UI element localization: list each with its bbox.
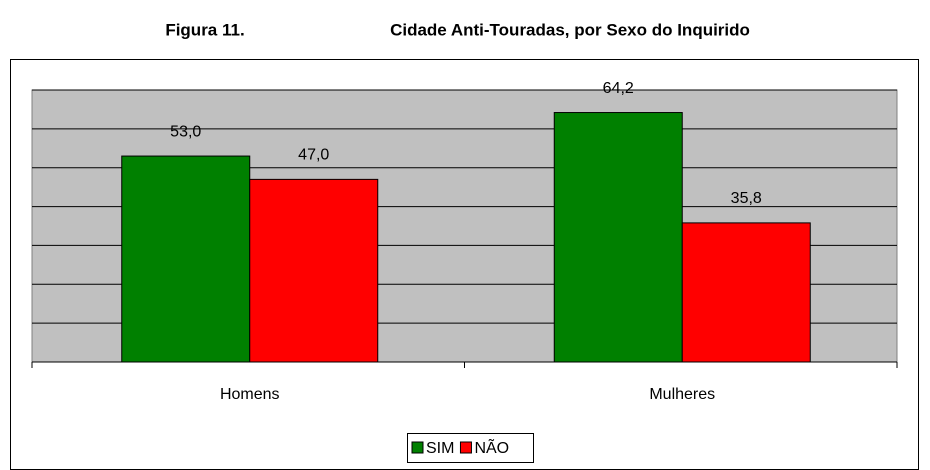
value-label: 47,0 — [298, 147, 329, 164]
bar — [681, 222, 811, 363]
bar — [249, 178, 379, 363]
value-label: 53,0 — [170, 123, 201, 140]
x-tick-label: Homens — [220, 386, 280, 403]
figure-label: Figura 11. — [165, 20, 244, 39]
legend-swatch — [411, 441, 424, 454]
bar — [121, 155, 251, 363]
value-label: 64,2 — [603, 80, 634, 97]
legend-box — [407, 433, 534, 463]
x-tick-label: Mulheres — [649, 386, 715, 403]
legend-label: NÃO — [474, 437, 509, 457]
chart-title: Cidade Anti-Touradas, por Sexo do Inquir… — [390, 20, 750, 39]
value-label: 35,8 — [731, 190, 762, 207]
bar — [553, 112, 683, 363]
legend-label: SIM — [426, 440, 454, 457]
legend-swatch — [459, 441, 472, 454]
